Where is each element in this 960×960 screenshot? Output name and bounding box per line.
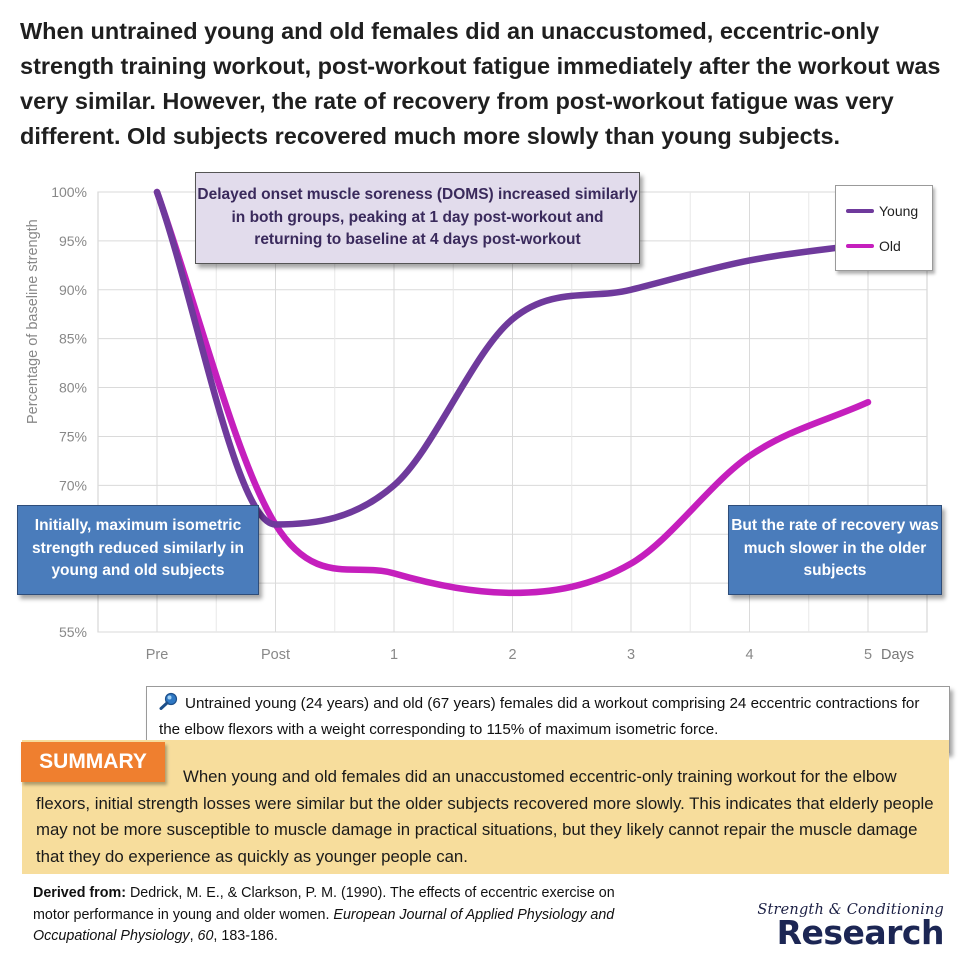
y-tick-label: 90% [59, 282, 87, 298]
legend-label-young: Young [879, 203, 919, 219]
reference-lead: Derived from: [33, 885, 126, 901]
brand-logo: Strength & Conditioning Research [757, 902, 945, 952]
y-tick-label: 100% [51, 184, 87, 200]
reference-pages: , 183-186. [213, 928, 278, 944]
x-tick-label: 4 [745, 647, 753, 663]
y-tick-label: 55% [59, 624, 87, 640]
x-tick-label: 5 [864, 647, 872, 663]
chart-lines [153, 188, 872, 597]
x-axis-title: Days [881, 647, 914, 663]
doms-callout: Delayed onset muscle soreness (DOMS) inc… [195, 172, 640, 264]
series-line-young [153, 188, 872, 528]
y-tick-label: 75% [59, 428, 87, 444]
summary-box: When young and old females did an unaccu… [22, 740, 949, 874]
reference-separator: , [189, 928, 198, 944]
legend-swatch-old [846, 244, 874, 248]
x-tick-label: Post [261, 647, 290, 663]
summary-label: SUMMARY [21, 742, 165, 782]
legend-swatch-young [846, 209, 874, 213]
x-tick-label: 1 [390, 647, 398, 663]
method-note-text: Untrained young (24 years) and old (67 y… [159, 695, 920, 738]
reference-journal: European Journal of Applied Physiology a… [33, 906, 615, 945]
legend-item-old: Old [846, 238, 901, 254]
magnifier-icon [159, 692, 179, 718]
y-tick-label: 95% [59, 233, 87, 249]
series-line-old [153, 188, 872, 597]
y-tick-label: 70% [59, 477, 87, 493]
reference-authors: Dedrick, M. E., & Clarkson, P. M. (1990)… [33, 885, 615, 923]
brand-name: Research [776, 913, 945, 952]
x-tick-label: 3 [627, 647, 635, 663]
recovery-callout: But the rate of recovery was much slower… [728, 505, 942, 595]
y-tick-label: 80% [59, 380, 87, 396]
reference-volume: 60 [197, 928, 214, 944]
brand-tagline: Strength & Conditioning [757, 902, 944, 918]
legend-label-old: Old [879, 238, 901, 254]
y-tick-label: 85% [59, 331, 87, 347]
x-axis-ticks: Pre Post 1 2 3 4 5 [146, 647, 872, 663]
reference-citation: Derived from: Dedrick, M. E., & Clarkson… [33, 883, 623, 948]
legend-item-young: Young [846, 203, 918, 219]
chart-legend: Young Old [835, 185, 933, 271]
summary-text: When young and old females did an unaccu… [36, 767, 934, 866]
headline: When untrained young and old females did… [20, 18, 941, 149]
y-axis-title: Percentage of baseline strength [25, 219, 41, 424]
initial-strength-callout: Initially, maximum isometric strength re… [17, 505, 259, 595]
x-tick-label: Pre [146, 647, 169, 663]
x-tick-label: 2 [508, 647, 516, 663]
